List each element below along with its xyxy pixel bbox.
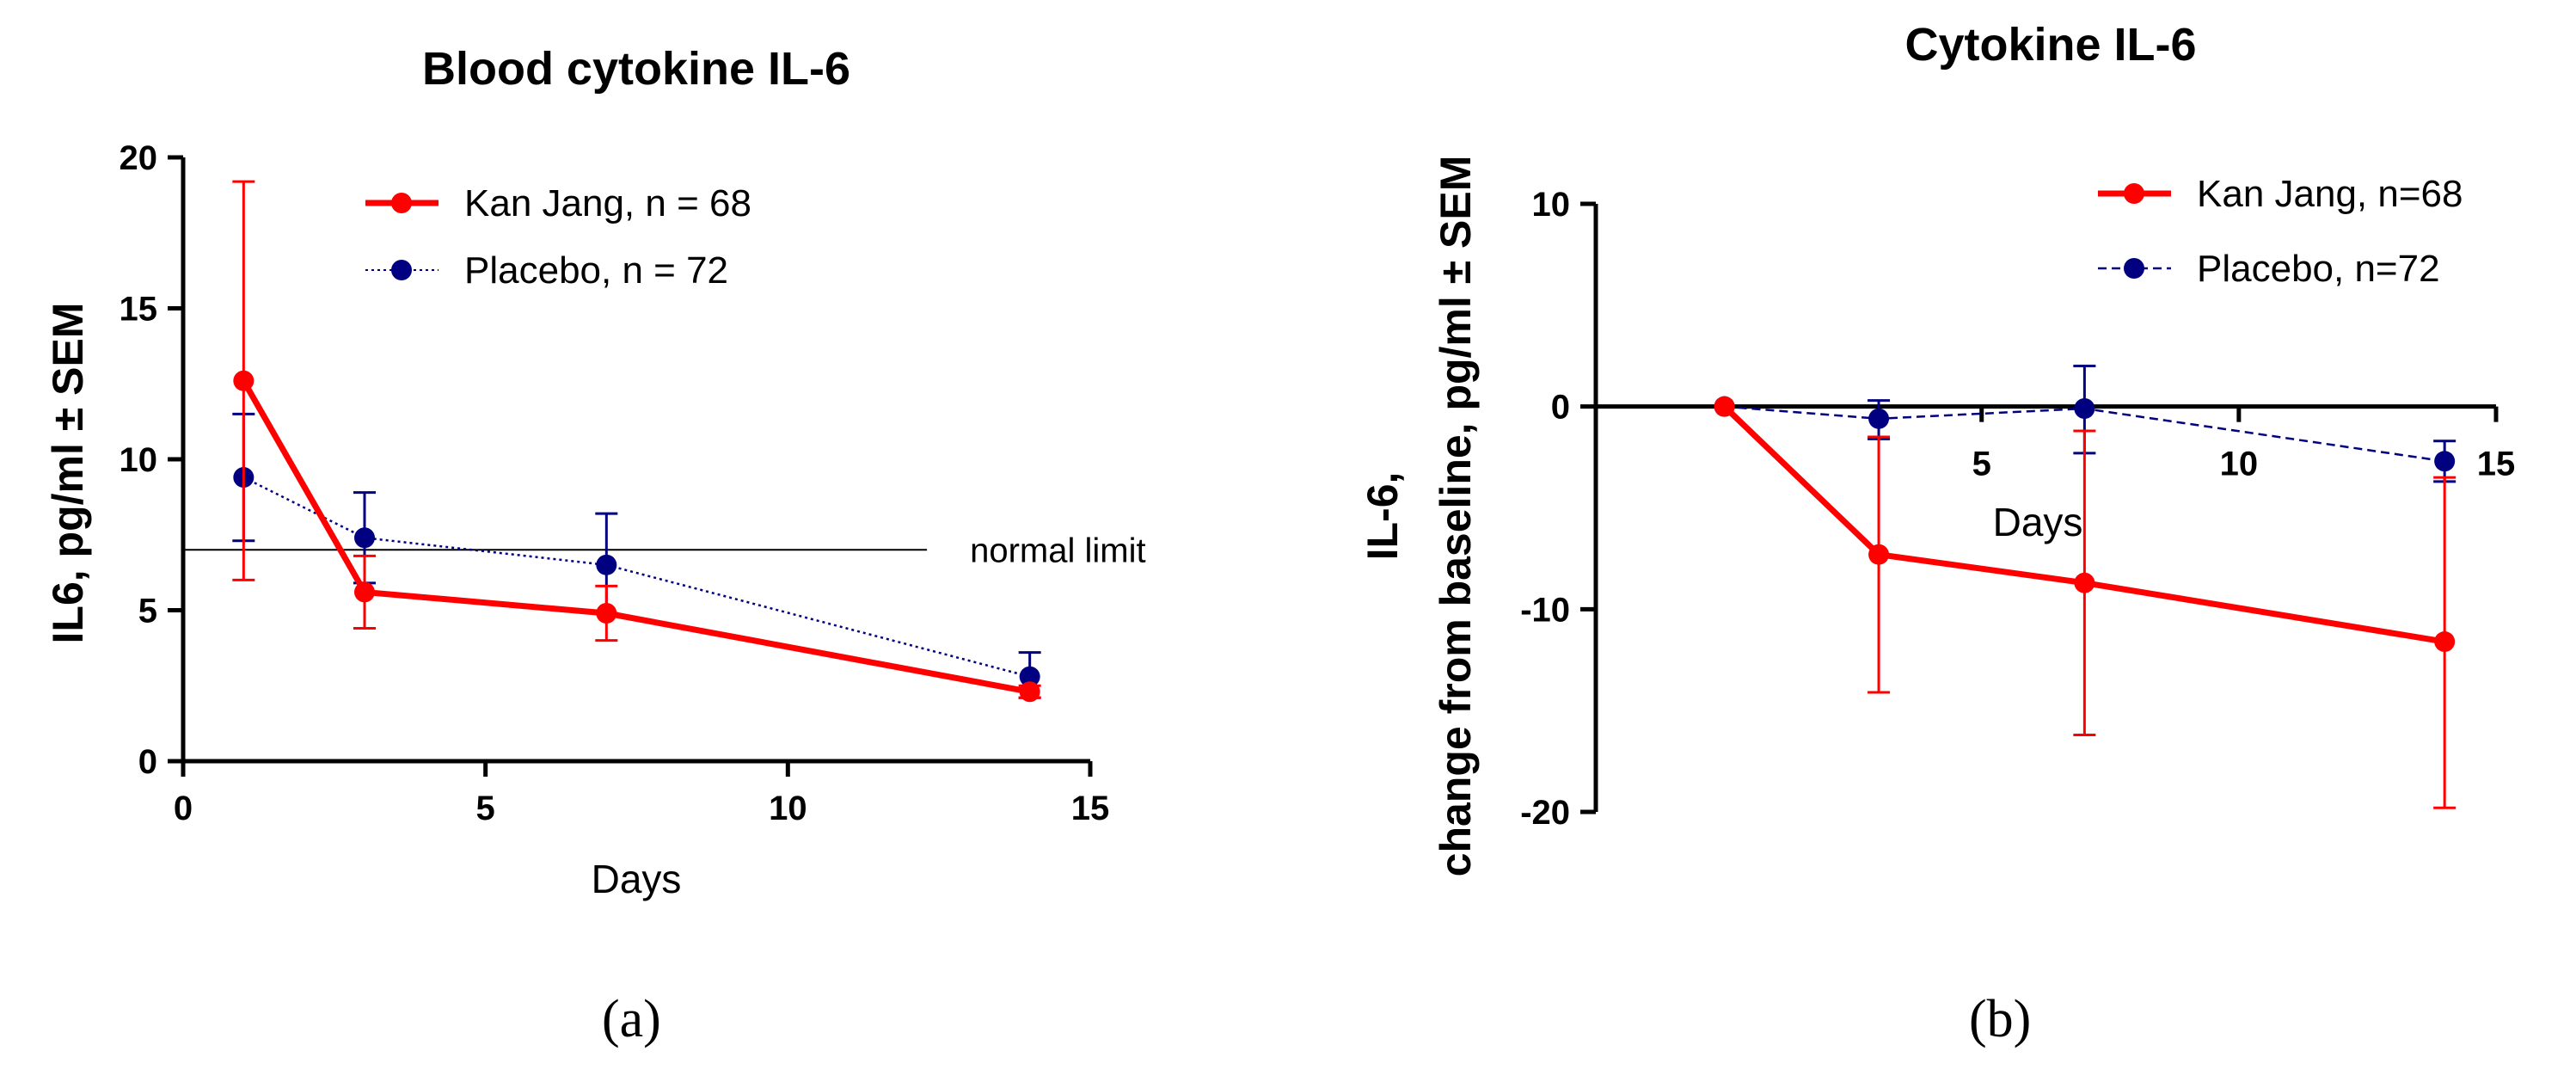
y-tick-label: 15: [120, 291, 158, 329]
series-line: [241, 379, 1031, 695]
series-line: [1724, 405, 2445, 463]
legend-kanjang-label: Kan Jang, n = 68: [464, 182, 751, 224]
legend-b-kanjang-marker: [2124, 183, 2144, 204]
data-point: [2434, 631, 2456, 653]
legend-placebo-marker: [391, 260, 412, 280]
legend-b-placebo-marker: [2124, 258, 2144, 279]
chart-a-title: Blood cytokine IL-6: [422, 43, 850, 95]
data-point: [596, 554, 617, 575]
data-point: [1714, 396, 1735, 417]
x-tick-label: 15: [2477, 446, 2516, 483]
x-tick-label: 15: [1071, 790, 1110, 827]
x-tick-label: 5: [1972, 446, 1991, 483]
legend-b-kanjang-label: Kan Jang, n=68: [2197, 173, 2463, 215]
data-point: [354, 527, 375, 549]
chart-a-annotations: normal limit: [183, 532, 1146, 569]
x-tick-label: 10: [2220, 446, 2259, 483]
y-tick-label: 20: [120, 139, 158, 177]
data-point: [596, 603, 617, 624]
chart-b-legend: Kan Jang, n=68 Placebo, n=72: [2098, 173, 2463, 290]
x-tick-label: 0: [174, 790, 193, 827]
y-tick-label: 10: [1532, 186, 1571, 224]
chart-a-axes: 0 5 10 15 20 0 5 10 15: [120, 139, 1110, 827]
data-point: [2074, 398, 2095, 420]
data-point: [2434, 451, 2456, 472]
legend-placebo-label: Placebo, n = 72: [464, 249, 728, 292]
data-point: [233, 370, 255, 391]
legend-b-placebo-label: Placebo, n=72: [2197, 248, 2440, 290]
x-tick-label: 10: [769, 790, 807, 827]
y-tick-label: 0: [1551, 389, 1570, 427]
panel-a: Blood cytokine IL-6 0 5 10 15 20 0 5 10 15 norma…: [44, 43, 1146, 1048]
legend-kanjang-marker: [391, 193, 412, 213]
panel-b: Cytokine IL-6 100-10-205 10 15 Days IL-6, …: [1359, 19, 2515, 1048]
data-point: [2074, 572, 2095, 593]
data-point: [1868, 408, 1890, 429]
chart-a-series: [232, 180, 1041, 703]
data-point: [1019, 666, 1040, 687]
chart-a-ylabel: IL6, pg/ml ± SEM: [44, 303, 92, 644]
y-tick-label: 5: [138, 593, 157, 630]
normal-limit-label: normal limit: [970, 532, 1145, 569]
chart-b-ylabel-line2: change from baseline, pg/ml ± SEM: [1432, 156, 1480, 877]
data-point: [1019, 681, 1040, 703]
chart-b-title: Cytokine IL-6: [1904, 19, 2196, 71]
panel-b-label: (b): [1969, 990, 2031, 1048]
series-line: [242, 476, 1030, 678]
chart-b-series: [1714, 365, 2456, 809]
chart-b-xlabel: Days: [1993, 500, 2083, 544]
y-tick-label: -20: [1520, 794, 1570, 832]
y-tick-label: 0: [138, 743, 157, 781]
series-b-kanjang: [1714, 396, 2456, 809]
x-tick-label: 5: [476, 790, 495, 827]
data-point: [354, 581, 375, 603]
panel-a-label: (a): [602, 990, 661, 1048]
chart-a-xlabel: Days: [592, 857, 682, 901]
chart-b-ylabel-line1: IL-6,: [1359, 472, 1407, 561]
y-tick-label: -10: [1520, 591, 1570, 629]
chart-b-axes: 10 0 -10 -20 5 10 15: [1520, 186, 2515, 832]
y-tick-label: 10: [120, 441, 158, 479]
data-point: [1868, 544, 1890, 565]
series-line: [1722, 404, 2445, 645]
series-kanjang: [232, 180, 1041, 703]
chart-a-legend: Kan Jang, n = 68 Placebo, n = 72: [365, 182, 751, 292]
